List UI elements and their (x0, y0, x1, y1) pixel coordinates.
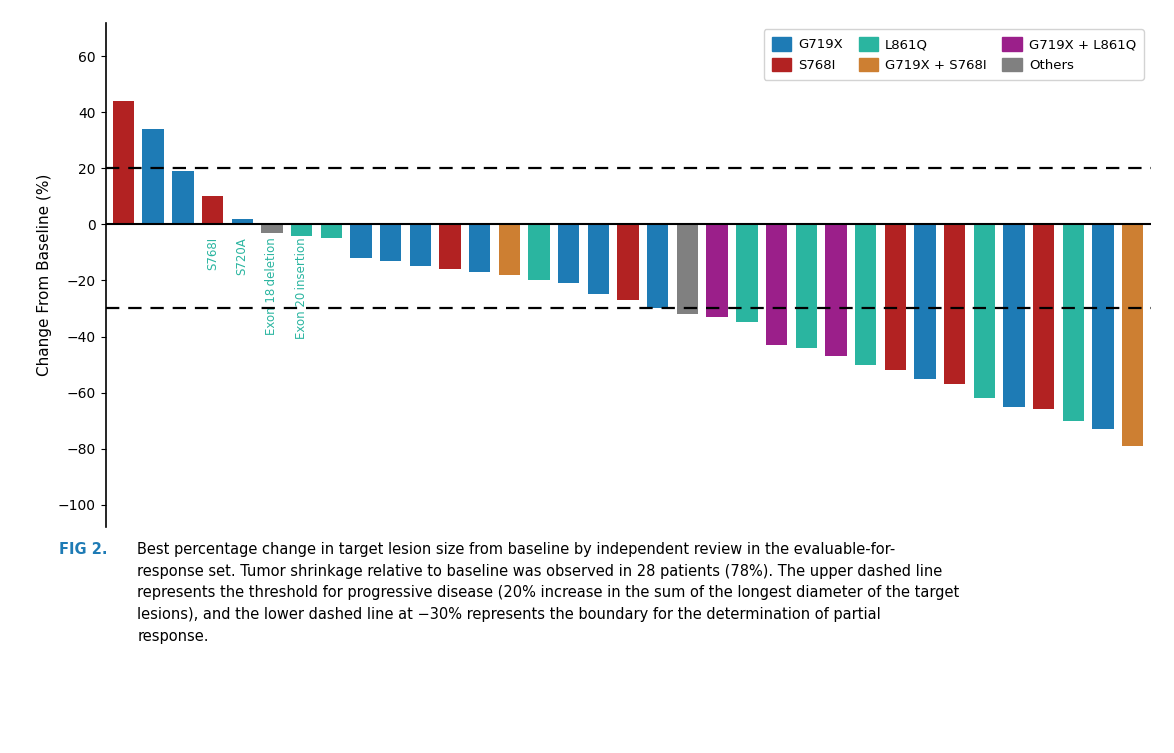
Bar (825, 224, 846, 356)
Bar (1004, 224, 1025, 407)
Bar (499, 224, 520, 275)
Bar (1122, 224, 1143, 446)
Bar (439, 224, 460, 270)
Bar (1062, 224, 1084, 421)
Text: Exon 20 insertion: Exon 20 insertion (295, 237, 308, 339)
Bar (173, 171, 194, 224)
Bar (142, 129, 164, 224)
Bar (231, 219, 252, 224)
Text: FIG 2.: FIG 2. (59, 542, 107, 557)
Bar (113, 101, 134, 224)
Bar (676, 224, 699, 314)
Bar (261, 224, 283, 233)
Legend: G719X, S768I, L861Q, G719X + S768I, G719X + L861Q, Others: G719X, S768I, L861Q, G719X + S768I, G719… (763, 29, 1143, 80)
Bar (410, 224, 431, 267)
Bar (528, 224, 549, 280)
Bar (884, 224, 906, 370)
Bar (350, 224, 372, 258)
Bar (796, 224, 817, 348)
Bar (647, 224, 668, 309)
Text: L747S: L747S (741, 237, 754, 273)
Bar (321, 224, 342, 239)
Text: S720A: S720A (236, 237, 249, 275)
Text: Exon 18 deletion: Exon 18 deletion (265, 237, 278, 335)
Bar (973, 224, 996, 398)
Bar (468, 224, 491, 272)
Bar (291, 224, 312, 236)
Bar (202, 197, 223, 224)
Bar (1092, 224, 1114, 429)
Bar (588, 224, 609, 294)
Bar (736, 224, 757, 322)
Text: Best percentage change in target lesion size from baseline by independent review: Best percentage change in target lesion … (137, 542, 959, 644)
Bar (618, 224, 639, 300)
Bar (558, 224, 580, 283)
Text: S768I: S768I (205, 237, 220, 270)
Bar (915, 224, 936, 379)
Bar (944, 224, 965, 384)
Bar (855, 224, 876, 364)
Y-axis label: Change From Baseline (%): Change From Baseline (%) (38, 174, 53, 376)
Bar (1033, 224, 1054, 410)
Bar (707, 224, 728, 317)
Bar (380, 224, 402, 261)
Bar (765, 224, 788, 345)
